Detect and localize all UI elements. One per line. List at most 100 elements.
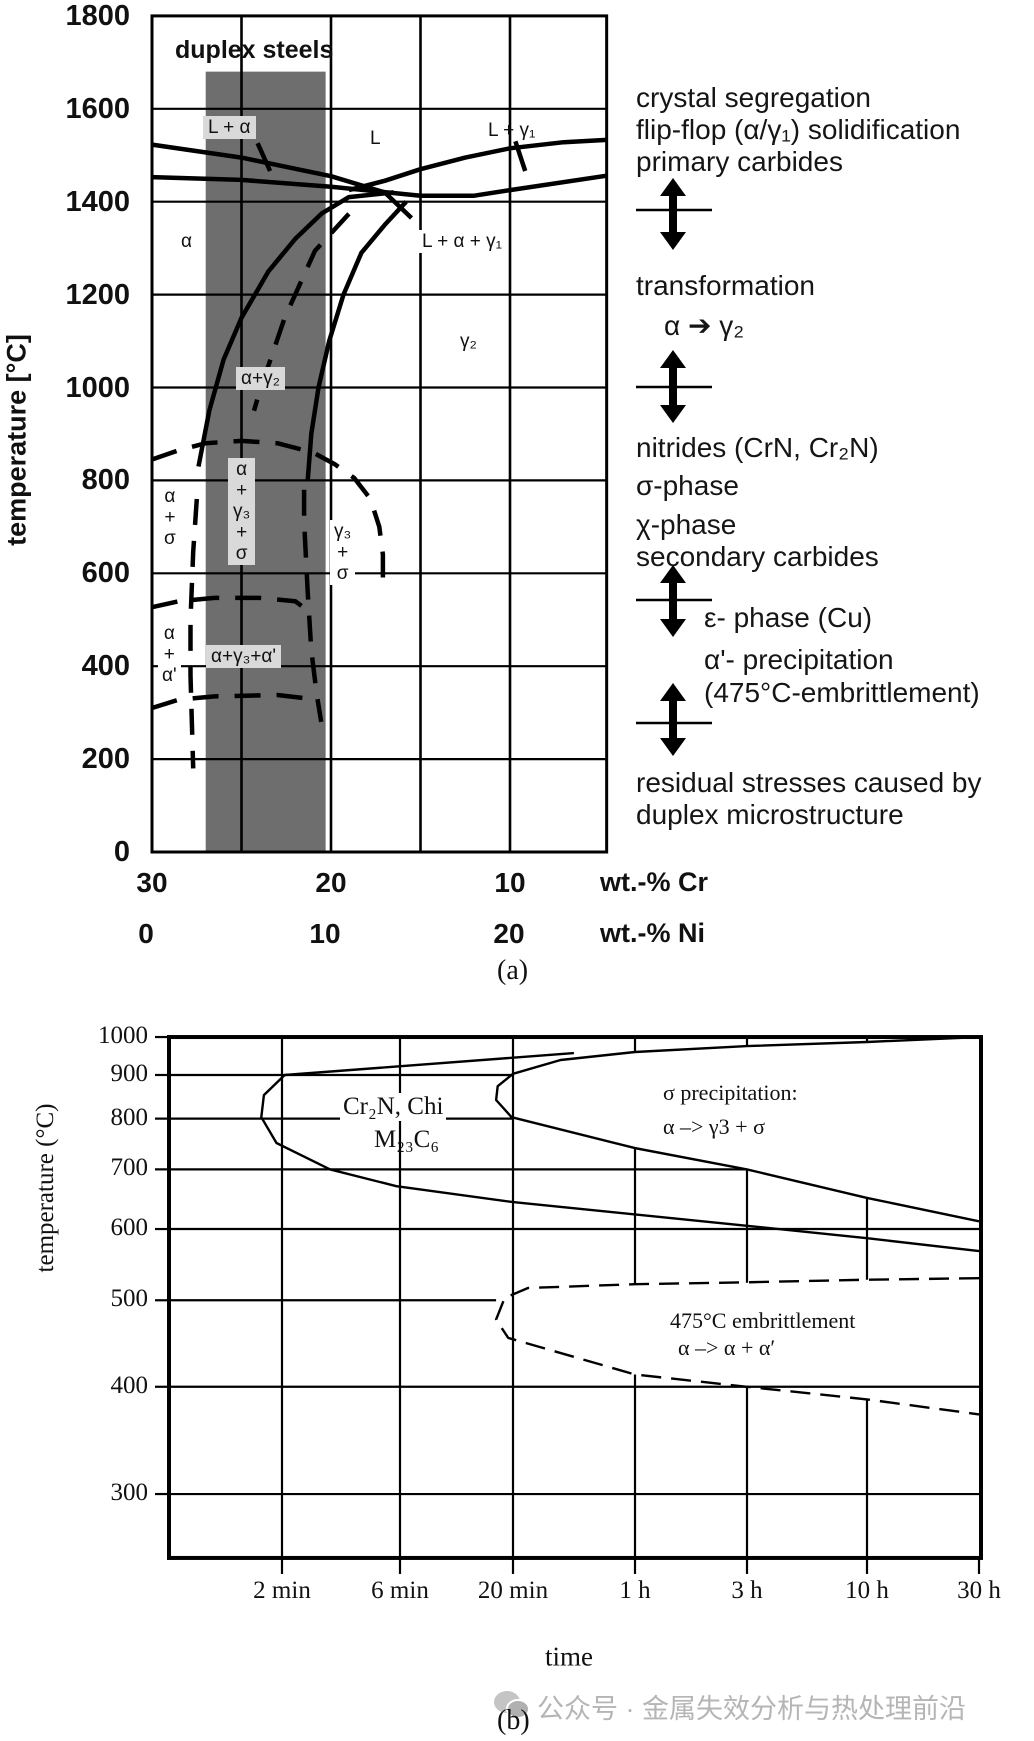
phase-boundary-solid [513, 140, 528, 172]
region-label-sigma-1: σ precipitation: [663, 1080, 798, 1105]
annotation: crystal segregation [636, 82, 872, 113]
arrow-shaft [669, 697, 677, 742]
phase-boundary-solid [151, 142, 414, 220]
y-tick-label: 900 [110, 1059, 149, 1087]
y-tick-label: 1200 [65, 278, 130, 311]
x-tick-label: 30 h [957, 1577, 1001, 1604]
arrow-head-up [660, 178, 686, 196]
phase-boundary-dashed [301, 489, 324, 723]
double-arrow-icon [636, 565, 712, 637]
annotation: nitrides (CrN, Cr₂N) [636, 432, 879, 463]
x-tick-label: 6 min [371, 1577, 429, 1604]
x-tick-label-cr: 20 [315, 867, 347, 898]
watermark-text: 公众号 · 金属失效分析与热处理前沿 [537, 1694, 966, 1724]
x-axis-label-b: time [545, 1641, 593, 1672]
phase-boundary-solid [305, 200, 408, 481]
y-tick-label: 600 [81, 557, 130, 590]
annotation: residual stresses caused by [636, 767, 982, 798]
phase-boundary-dashed [151, 692, 310, 711]
region-label-sigma-2: α –> γ3 + σ [663, 1114, 765, 1139]
y-tick-label: 1800 [65, 0, 130, 32]
x-tick-label: 10 h [845, 1577, 889, 1604]
region-label-carbides-2: M₂₃C₆ [374, 1126, 440, 1153]
annotation: α'- precipitation [704, 644, 894, 675]
arrow-head-down [660, 619, 686, 637]
x-tick-label-cr: 10 [494, 867, 526, 898]
x-tick-label-ni: 10 [309, 918, 341, 949]
x-tick-label-cr: 30 [136, 867, 168, 898]
phase-boundary-solid [196, 190, 394, 467]
ttp-curve-dashed [494, 1277, 980, 1416]
ttp-curve-solid [260, 1051, 980, 1253]
double-arrow-icon [636, 178, 712, 250]
region-label-embrittlement-2: α –> α + α′ [678, 1335, 776, 1360]
y-tick-label: 1400 [65, 185, 130, 218]
annotation: secondary carbides [636, 541, 879, 572]
annotation: flip-flop (α/γ₁) solidification [636, 114, 961, 145]
arrow-head-up [660, 683, 686, 701]
annotation: duplex microstructure [636, 799, 904, 830]
x-tick-label: 1 h [619, 1577, 651, 1604]
y-tick-label: 400 [81, 650, 130, 683]
y-tick-label: 500 [110, 1285, 149, 1313]
plot-frame-a [150, 14, 609, 854]
y-tick-label: 1600 [65, 92, 130, 125]
arrow-head-down [660, 738, 686, 756]
ttp-curve-solid [494, 1035, 980, 1223]
annotation: χ-phase [636, 509, 737, 540]
region-label-gamma3-sigma: γ₃ + σ [330, 520, 356, 585]
region-label-embrittlement-1: 475°C embrittlement [670, 1308, 856, 1333]
annotation: primary carbides [636, 146, 843, 177]
y-tick-label: 200 [81, 743, 130, 776]
region-label-gamma2: γ₂ [460, 331, 477, 352]
region-label-alpha-alphaprime: α + α' [158, 622, 181, 687]
x-tick-label: 20 min [477, 1577, 549, 1604]
region-label-alpha-gamma2: α+γ₂ [236, 367, 285, 390]
x-axis-label-ni: wt.-% Ni [600, 918, 705, 948]
y-tick-label: 400 [110, 1371, 149, 1399]
arrow-head-down [660, 232, 686, 250]
phase-boundary-dashed [151, 595, 310, 613]
x-axis-label-cr: wt.-% Cr [600, 867, 708, 897]
y-axis-label-a: temperature [°C] [1, 334, 32, 546]
region-label-alpha-sigma: α + σ [160, 485, 180, 550]
x-tick-label-ni: 0 [138, 918, 154, 949]
plot-frame-b [167, 1035, 983, 1560]
duplex-steels-label: duplex steels [175, 36, 334, 64]
phase-boundary-dashed [188, 498, 200, 769]
y-tick-label: 300 [110, 1479, 149, 1507]
annotation: α ➔ γ₂ [664, 310, 745, 341]
annotation: ε- phase (Cu) [704, 602, 873, 633]
x-tick-label: 2 min [253, 1577, 311, 1604]
phase-boundary-solid [255, 142, 273, 172]
y-tick-label: 1000 [65, 371, 130, 404]
wechat-icon [494, 1691, 530, 1719]
phase-boundary-dashed [151, 438, 386, 588]
x-tick-label-ni: 20 [493, 918, 525, 949]
y-tick-label: 600 [110, 1214, 149, 1242]
region-label-carbides-1: Cr₂N, Chi [340, 1093, 447, 1121]
panel-label-b: (b) [497, 1705, 530, 1736]
arrow-shaft [669, 192, 677, 236]
region-label-l-alpha-gamma1: L + α + γ₁ [418, 230, 507, 253]
region-label-alpha: α [181, 231, 192, 252]
y-tick-label: 700 [110, 1154, 149, 1182]
phase-boundary-solid [348, 137, 607, 193]
region-label-l-gamma1: L + γ₁ [488, 120, 536, 141]
panel-label-a: (a) [497, 955, 529, 986]
arrow-head-up [660, 565, 686, 583]
x-tick-label: 3 h [731, 1577, 763, 1604]
region-label-alpha-gamma3-sigma: α + γ₃ + σ [228, 458, 256, 565]
annotation: (475°C-embrittlement) [704, 677, 980, 708]
region-label-l: L [370, 128, 381, 149]
y-tick-label: 1000 [98, 1022, 148, 1050]
annotation: σ-phase [636, 470, 739, 501]
y-tick-label: 800 [110, 1103, 149, 1131]
y-tick-label: 0 [113, 836, 130, 868]
y-axis-label-b: temperature (°C) [32, 1103, 59, 1273]
region-label-l-alpha: L + α [203, 116, 256, 139]
annotation: transformation [636, 270, 815, 301]
double-arrow-icon [636, 350, 712, 423]
